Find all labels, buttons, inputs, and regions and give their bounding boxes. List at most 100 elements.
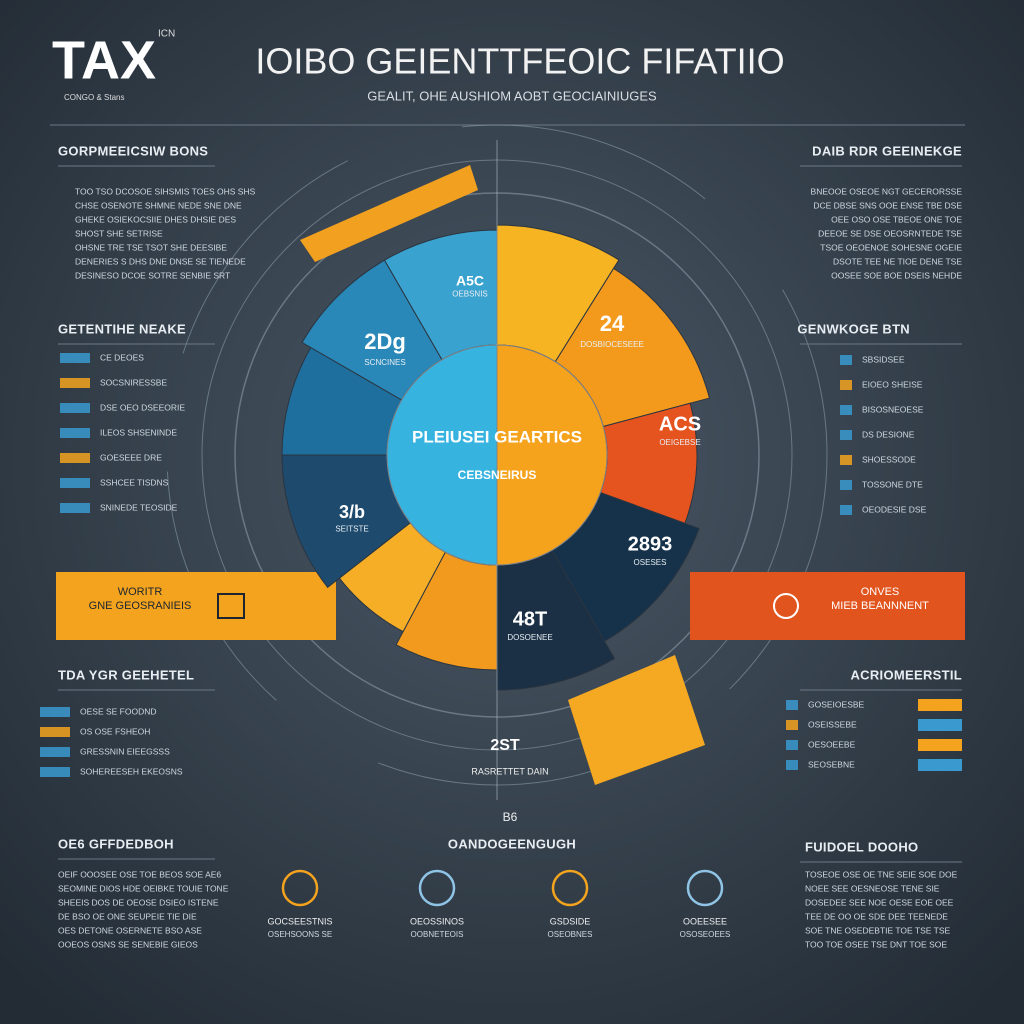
banner-left [56,572,336,640]
section-line: DSE OEO DSEEORIE [100,402,185,412]
section-line: DEEOE SE DSE OEOSRNTEDE TSE [818,228,962,238]
list-bar [918,699,962,711]
banner-text: MIEB BEANNNENT [831,600,929,612]
center-title: PLEIUSEI GEARTICS [412,427,582,446]
list-bar [918,719,962,731]
banner-title: ONVES [861,586,900,598]
section-line: SOCSNIRESSBE [100,377,167,387]
segment-value: 3/b [339,502,365,522]
list-icon [840,405,852,415]
list-icon [60,453,90,463]
title: IOIBO GEIENTTFEOIC FIFATIIO [255,41,784,82]
banner-icon [217,593,245,619]
logo: TAX [52,30,156,90]
section-line: SHEEIS DOS DE OEOSE DSIEO ISTENE [58,897,219,907]
segment-text: DOSBIOCESEEE [580,340,644,349]
section-line: TSOE OEOENOE SOHESNE OGEIE [820,242,962,252]
section-line: DCE DBSE SNS OOE ENSE TBE DSE [813,200,962,210]
section-line: GOESEEE DRE [100,452,162,462]
segment-text: OEIGEBSE [659,438,700,447]
section-line: DENERIES S DHS DNE DNSE SE TIENEDE [75,256,246,266]
list-icon [786,720,798,730]
segment-value: 24 [600,311,625,336]
segment-value: A5C [456,273,484,289]
bottom-icon [281,869,319,907]
section-line: OHSNE TRE TSE TSOT SHE DEESIBE [75,242,227,252]
lower-value: 2ST [490,737,520,754]
list-bar [918,759,962,771]
list-icon [40,767,70,777]
section-heading: DAIB RDR GEEINEKGE [812,143,962,158]
subtitle: GEALIT, OHE AUSHIOM AOBT GEOCIAINIUGES [367,88,657,103]
section-line: DOSEDEE SEE NOE OESE EOE OEE [805,897,954,907]
section-heading: ACRIOMEERSTIL [850,667,962,682]
list-icon [60,428,90,438]
section-heading: GETENTIHE NEAKE [58,321,186,336]
segment-text: SEITSTE [335,524,368,533]
section-line: TOO TSO DCOSOE SIHSMIS TOES OHS SHS [75,186,256,196]
section-line: TEE DE OO OE SDE DEE TEENEDE [805,911,948,921]
segment [496,344,608,566]
bottom-title: OOEESEE [683,916,727,926]
segment-text: SCNCINES [364,358,405,367]
section-line: OEODESIE DSE [862,504,927,514]
section-heading: FUIDOEL DOOHO [805,839,918,854]
bottom-title: GOCSEESTNIS [267,916,332,926]
bottom-title: GSDSIDE [550,916,591,926]
list-icon [60,478,90,488]
list-icon [840,455,852,465]
list-bar [918,739,962,751]
list-icon [60,378,90,388]
bottom-text: OOBNETEOIS [411,930,464,939]
section-line: OESE SE FOODND [80,706,157,716]
section-line: TOO TOE OSEE TSE DNT TOE SOE [805,939,947,949]
bottom-heading: OANDOGEENGUGH [448,836,576,851]
segment-text: OEBSNIS [452,290,488,299]
section-heading: OE6 GFFDEDBOH [58,836,174,851]
banner-text: GNE GEOSRANIEIS [89,600,192,612]
banner-title: WORITR [118,586,163,598]
section-line: OSEISSEBE [808,719,857,729]
banner-icon [773,593,799,619]
section-line: SNINEDE TEOSIDE [100,502,178,512]
section-line: OEE OSO OSE TBEOE ONE TOE [831,214,962,224]
segment-text: DOSOENEE [507,633,552,642]
section-line: SSHCEE TISDNS [100,477,169,487]
list-icon [40,727,70,737]
list-icon [40,747,70,757]
section-line: NOEE SEE OESNEOSE TENE SIE [805,883,940,893]
logo-sup: ICN [158,29,175,40]
list-icon [840,480,852,490]
section-line: GRESSNIN EIEEGSSS [80,746,170,756]
segment-text: OSESES [634,558,667,567]
list-icon [40,707,70,717]
lower-text: RASRETTET DAIN [471,766,548,776]
list-icon [60,403,90,413]
section-line: DSOTE TEE NE TIOE DENE TSE [833,256,962,266]
section-line: BNEOOE OSEOE NGT GECERORSSE [811,186,963,196]
section-line: CE DEOES [100,352,144,362]
section-line: OOSEE SOE BOE DSEIS NEHDE [831,270,962,280]
section-line: DS DESIONE [862,429,915,439]
section-line: BISOSNEOESE [862,404,924,414]
section-line: OS OSE FSHEOH [80,726,150,736]
section-line: TOSEOE OSE OE TNE SEIE SOE DOE [805,869,958,879]
bottom-text: OSEOBNES [548,930,593,939]
section-heading: GENWKOGE BTN [797,321,910,336]
section-line: SHOST SHE SETRISE [75,228,163,238]
upper-tab [300,165,478,262]
section-line: GHEKE OSIEKOCSIIE DHES DHSIE DES [75,214,236,224]
segment-value: 48T [513,608,547,630]
segment-value: ACS [659,413,701,435]
list-icon [60,503,90,513]
section-line: OESOEEBE [808,739,856,749]
banner-right [690,572,965,640]
section-line: SOE TNE OSEDEBTIE TOE TSE TSE [805,925,951,935]
center-caption: CEBSNEIRUS [458,468,537,482]
section-line: TOSSONE DTE [862,479,923,489]
section-line: OEIF OOOSEE OSE TOE BEOS SOE AE6 [58,869,221,879]
section-line: EIOEO SHEISE [862,379,923,389]
section-line: SEOSEBNE [808,759,855,769]
section-line: SEOMINE DIOS HDE OEIBKE TOUIE TONE [58,883,229,893]
